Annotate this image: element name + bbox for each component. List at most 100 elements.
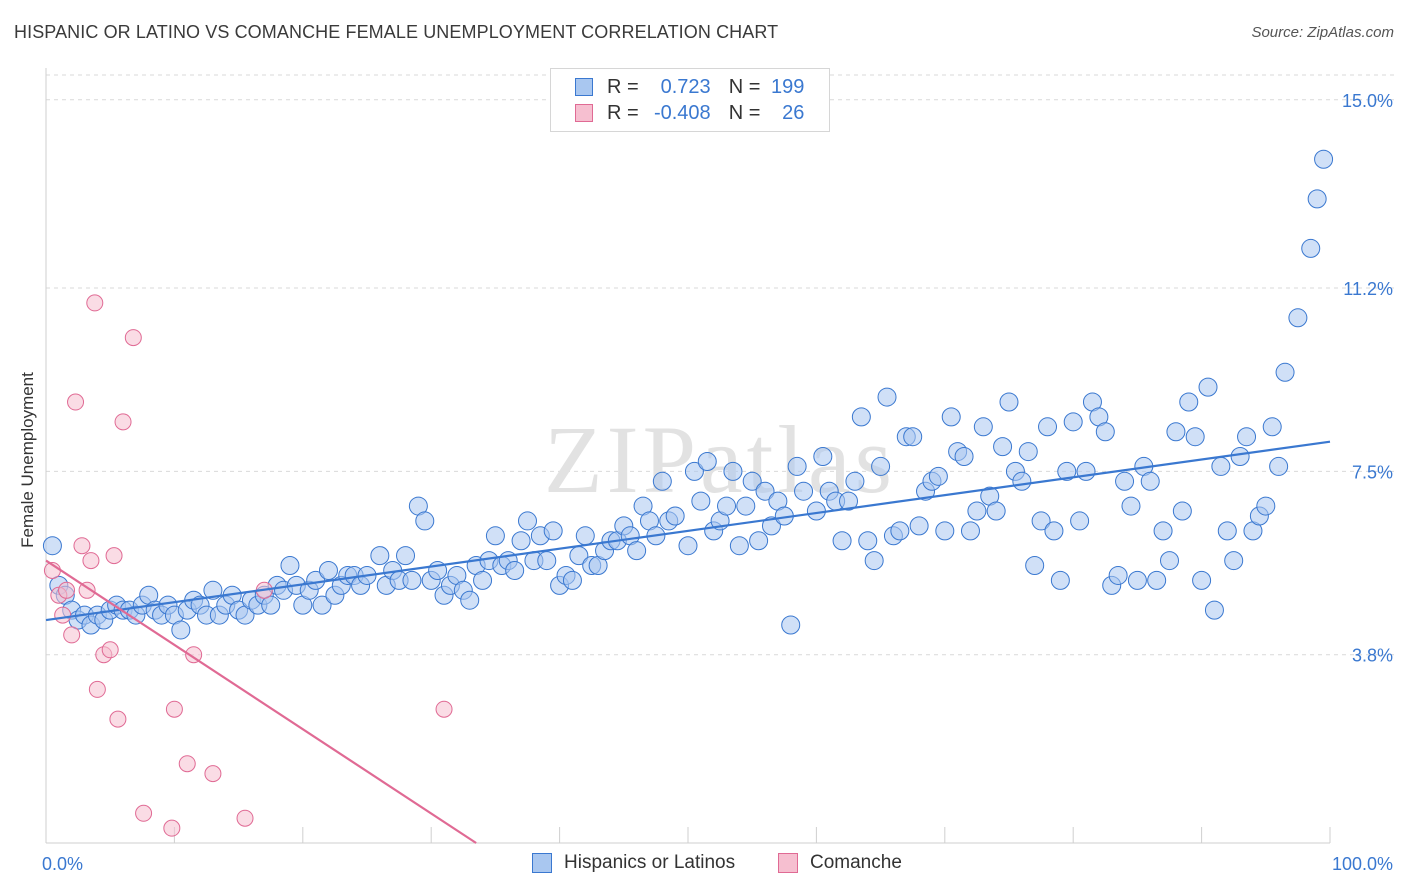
legend-row-hispanics: R = 0.723 N = 199 xyxy=(575,74,804,100)
data-point-hispanics xyxy=(1166,422,1186,442)
x-tick-label: 0.0% xyxy=(42,854,83,874)
data-point-comanche xyxy=(82,552,100,570)
data-point-hispanics xyxy=(473,570,493,590)
data-point-hispanics xyxy=(1192,570,1212,590)
data-point-hispanics xyxy=(794,481,814,501)
data-point-hispanics xyxy=(845,471,865,491)
data-point-hispanics xyxy=(839,491,858,511)
data-point-hispanics xyxy=(1147,570,1167,590)
data-point-hispanics xyxy=(280,556,300,576)
data-point-hispanics xyxy=(652,471,672,491)
data-point-hispanics xyxy=(665,506,685,526)
data-point-hispanics xyxy=(729,536,749,556)
data-point-hispanics xyxy=(851,407,871,427)
data-point-hispanics xyxy=(370,546,390,566)
source-label: Source: ZipAtlas.com xyxy=(1251,24,1394,41)
data-point-hispanics xyxy=(723,461,743,481)
trend-line-hispanics xyxy=(45,440,1331,622)
data-point-hispanics xyxy=(890,521,910,541)
data-point-hispanics xyxy=(787,456,807,476)
data-point-hispanics xyxy=(986,501,1006,521)
data-point-hispanics xyxy=(973,417,993,437)
legend-r-label: R = xyxy=(607,101,639,124)
data-point-comanche xyxy=(178,755,196,773)
data-point-hispanics xyxy=(511,531,531,551)
data-point-hispanics xyxy=(396,546,416,566)
y-tick-label: 3.8% xyxy=(1352,646,1393,666)
data-point-comanche xyxy=(88,680,106,698)
data-point-comanche xyxy=(58,581,76,599)
data-point-comanche xyxy=(114,413,132,431)
legend-swatch-pink xyxy=(575,104,593,122)
legend-swatch-blue xyxy=(575,78,593,96)
data-point-hispanics xyxy=(1172,501,1192,521)
data-point-hispanics xyxy=(1025,556,1045,576)
data-point-hispanics xyxy=(755,481,775,501)
data-point-hispanics xyxy=(1070,511,1090,531)
legend-n-label: N = xyxy=(728,75,761,98)
data-point-hispanics xyxy=(1275,362,1295,382)
data-point-hispanics xyxy=(171,620,191,640)
data-point-comanche xyxy=(63,626,81,644)
data-point-hispanics xyxy=(684,461,704,481)
data-point-hispanics xyxy=(1198,377,1218,397)
data-point-hispanics xyxy=(832,531,852,551)
gridlines xyxy=(46,74,1395,656)
data-point-hispanics xyxy=(537,551,557,571)
data-point-hispanics xyxy=(518,511,537,531)
data-point-hispanics xyxy=(877,387,897,407)
correlation-legend: R = 0.723 N = 199 R = -0.408 N = 26 xyxy=(550,68,830,132)
data-point-hispanics xyxy=(627,541,647,561)
data-point-comanche xyxy=(54,606,72,624)
bottom-legend-hispanics: Hispanics or Latinos xyxy=(532,852,735,874)
data-point-hispanics xyxy=(967,501,987,521)
data-point-comanche xyxy=(236,809,254,827)
data-point-hispanics xyxy=(1307,189,1327,209)
data-point-comanche xyxy=(67,393,85,411)
chart-title: HISPANIC OR LATINO VS COMANCHE FEMALE UN… xyxy=(14,22,779,42)
data-point-hispanics xyxy=(1115,471,1135,491)
data-point-hispanics xyxy=(460,590,480,610)
data-point-hispanics xyxy=(678,536,698,556)
bottom-legend-swatch-blue xyxy=(532,853,552,873)
data-point-hispanics xyxy=(1050,570,1070,590)
series-hispanics-points xyxy=(42,149,1334,640)
data-point-comanche xyxy=(105,547,123,565)
data-point-hispanics xyxy=(562,570,582,590)
data-point-hispanics xyxy=(935,521,955,541)
data-point-hispanics xyxy=(1211,456,1231,476)
data-point-comanche xyxy=(163,819,181,837)
data-point-hispanics xyxy=(1301,238,1321,258)
data-point-comanche xyxy=(109,710,127,728)
bottom-legend-comanche: Comanche xyxy=(778,852,902,874)
legend-r-value: -0.408 xyxy=(653,101,711,124)
data-point-hispanics xyxy=(691,491,711,511)
legend-row-comanche: R = -0.408 N = 26 xyxy=(575,100,804,126)
data-point-comanche xyxy=(135,804,153,822)
data-point-hispanics xyxy=(1256,496,1276,516)
data-point-hispanics xyxy=(1057,461,1077,481)
legend-n-label: N = xyxy=(728,101,761,124)
data-point-hispanics xyxy=(1185,427,1205,447)
data-point-hispanics xyxy=(999,392,1019,412)
data-point-comanche xyxy=(73,537,91,555)
data-point-hispanics xyxy=(858,531,878,551)
data-point-hispanics xyxy=(42,536,62,556)
x-tick-label: 100.0% xyxy=(1332,854,1393,874)
data-point-hispanics xyxy=(749,531,769,551)
data-point-hispanics xyxy=(1031,511,1051,531)
legend-r-value: 0.723 xyxy=(660,75,711,98)
legend-n-value: 26 xyxy=(782,101,805,124)
data-point-hispanics xyxy=(415,511,435,531)
data-point-hispanics xyxy=(1108,565,1128,585)
data-point-comanche xyxy=(101,641,119,659)
data-point-hispanics xyxy=(1127,570,1147,590)
data-point-hispanics xyxy=(543,521,563,541)
data-point-hispanics xyxy=(941,407,961,427)
data-point-hispanics xyxy=(505,560,525,580)
data-point-hispanics xyxy=(1288,308,1308,328)
data-point-hispanics xyxy=(1262,417,1282,437)
data-point-hispanics xyxy=(575,526,595,546)
trend-line-comanche xyxy=(45,559,477,844)
